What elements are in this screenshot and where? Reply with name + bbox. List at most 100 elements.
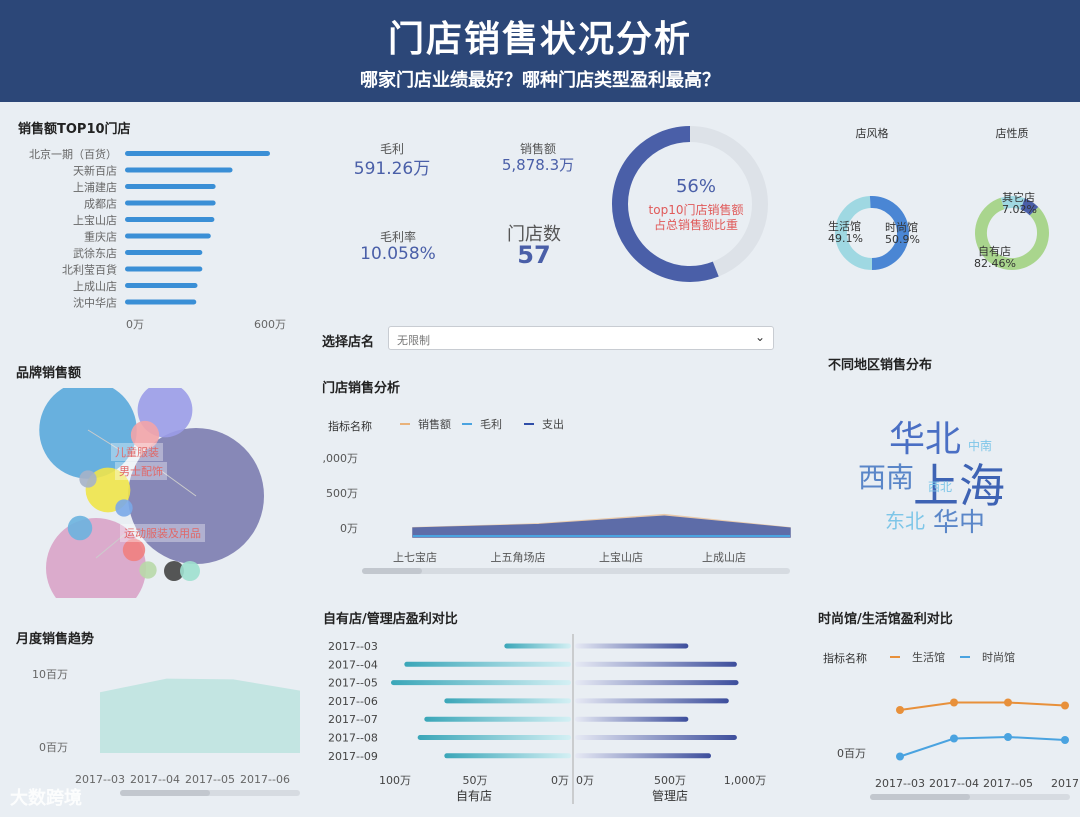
own-managed-title: 自有店/管理店盈利对比 <box>323 612 458 627</box>
left-tick-label: 100万 <box>379 774 411 787</box>
top10-category-label: 成都店 <box>84 197 117 211</box>
top10-category-label: 天新百店 <box>73 164 117 178</box>
top10-bar-chart: 北京一期（百货） 天新百店上浦建店成都店上宝山店重庆店武徐东店北利莹百貨上成山店沈… <box>29 147 286 331</box>
category-label: 2017--03 <box>328 640 378 653</box>
own-bar <box>424 716 571 722</box>
x-tick-label: 上成山店 <box>702 550 746 564</box>
style-pie-title: 店风格 <box>855 127 889 140</box>
dashboard-header: 门店销售状况分析 哪家门店业绩最好？哪种门店类型盈利最高？ <box>0 0 1080 102</box>
region-word-dongbei: 东北 <box>885 509 925 533</box>
chevron-down-icon[interactable]: ⌄ <box>754 330 765 344</box>
kpi-gross-profit-label: 毛利 <box>379 142 404 156</box>
store-analysis-scrollbar[interactable] <box>362 568 790 574</box>
brand-bubble <box>180 561 200 581</box>
brand-title: 品牌销售额 <box>16 366 82 381</box>
x-tick-label: 2017--04 <box>130 773 180 786</box>
y-tick-label: 10百万 <box>32 668 68 681</box>
line-point <box>1004 698 1012 707</box>
monthly-area <box>100 678 300 753</box>
donut-slice <box>835 196 873 270</box>
brand-bubble <box>164 561 184 581</box>
store-select-value: 无限制 <box>397 334 430 347</box>
brand-bubble-chart <box>39 388 265 598</box>
fashion-life-scrollbar[interactable] <box>870 794 1070 800</box>
kpi-sales-value: 5,878.3万 <box>501 156 575 174</box>
region-title: 不同地区销售分布 <box>828 358 933 373</box>
top10-title: 销售额TOP10门店 <box>18 122 131 137</box>
line-point <box>1004 733 1012 741</box>
line-point <box>896 706 904 714</box>
scrollbar-thumb[interactable] <box>120 790 210 796</box>
nature-pct-b: 82.46% <box>974 257 1016 270</box>
y-tick-label: ,000万 <box>323 452 359 465</box>
own-bar <box>391 680 571 686</box>
top10-category-label: 上宝山店 <box>73 213 117 227</box>
managed-bar <box>575 643 689 649</box>
line-point <box>1061 701 1069 710</box>
scrollbar-thumb[interactable] <box>870 794 970 800</box>
top10-bar <box>125 266 203 272</box>
store-select-label: 选择店名 <box>322 335 375 350</box>
gauge-caption-line2: 占总销售额比重 <box>653 218 738 232</box>
gauge-arc <box>612 126 719 282</box>
y-tick-label: 0万 <box>340 522 358 535</box>
top10-axis-max: 600万 <box>254 318 286 331</box>
top10-bar <box>125 200 216 206</box>
brand-leader-line <box>95 533 126 559</box>
right-tick-label: 500万 <box>654 774 686 787</box>
monthly-area-chart: 10百万 0百万 2017--03 2017--04 2017--05 2017--06 <box>32 668 300 786</box>
gauge-ring <box>612 126 768 282</box>
own-bar <box>444 753 571 759</box>
page-title: 门店销售状况分析 <box>387 19 692 60</box>
brand-bubble <box>115 499 133 517</box>
region-word-xibei: 西北 <box>928 480 953 494</box>
gauge-caption-line1: top10门店销售额 <box>648 203 744 217</box>
category-label: 2017--07 <box>328 713 378 726</box>
right-tick-label: 0万 <box>576 774 594 787</box>
brand-bubble <box>79 470 97 488</box>
y-tick-label: 0百万 <box>837 747 866 760</box>
scrollbar-thumb[interactable] <box>362 568 422 574</box>
fashion-life-line-chart: 0百万 2017--03 2017--04 2017--05 2017 <box>837 698 1078 790</box>
top10-bar <box>125 250 203 255</box>
top10-bar <box>125 233 211 239</box>
region-word-huabei: 华北 <box>889 419 962 460</box>
style-label-b: 时尚馆 <box>885 221 918 234</box>
top10-category-label: 北利莹百貨 <box>62 263 117 277</box>
x-tick-label: 2017--04 <box>929 777 979 790</box>
legend-label: 销售额 <box>418 417 451 431</box>
store-select[interactable]: 无限制 ⌄ <box>388 326 774 350</box>
store-analysis-legend-title: 指标名称 <box>328 420 372 433</box>
top10-category-label: 上成山店 <box>73 279 117 293</box>
monthly-scrollbar[interactable] <box>120 790 300 796</box>
line-point <box>950 698 958 707</box>
gauge-percent: 56% <box>675 176 716 197</box>
kpi-gross-profit-value: 591.26万 <box>353 159 431 179</box>
category-label: 2017--08 <box>328 732 378 745</box>
brand-leader-line <box>87 429 121 451</box>
own-managed-diverging-chart: 2017--03 2017--04 2017--05 2017--06 2017--07… <box>328 634 767 804</box>
brand-bubble <box>122 538 146 562</box>
own-bar <box>504 643 571 649</box>
style-pct-a: 49.1% <box>828 232 863 245</box>
top10-bar <box>125 283 198 288</box>
right-tick-label: 1,000万 <box>724 774 767 787</box>
line-series <box>899 701 1066 711</box>
category-label: 2017--09 <box>328 750 378 763</box>
style-label-a: 生活馆 <box>828 220 861 233</box>
brand-label-men: 男士配饰 <box>115 462 167 480</box>
brand-label-sports: 运动服装及用品 <box>120 524 205 542</box>
brand-bubble <box>46 518 146 598</box>
left-tick-label: 0万 <box>551 774 569 787</box>
legend-label: 支出 <box>542 417 564 431</box>
nature-pct-a: 7.02% <box>1002 203 1037 216</box>
kpi-margin-label: 毛利率 <box>379 230 416 244</box>
category-label: 2017--06 <box>328 695 378 708</box>
watermark-logo: 大数跨境 <box>10 788 82 809</box>
brand-bubble <box>130 420 160 450</box>
top10-bar <box>125 167 233 173</box>
top10-bar <box>125 184 216 189</box>
region-word-xinan: 西南 <box>858 461 915 494</box>
kpi-stores-label: 门店数 <box>507 224 561 245</box>
